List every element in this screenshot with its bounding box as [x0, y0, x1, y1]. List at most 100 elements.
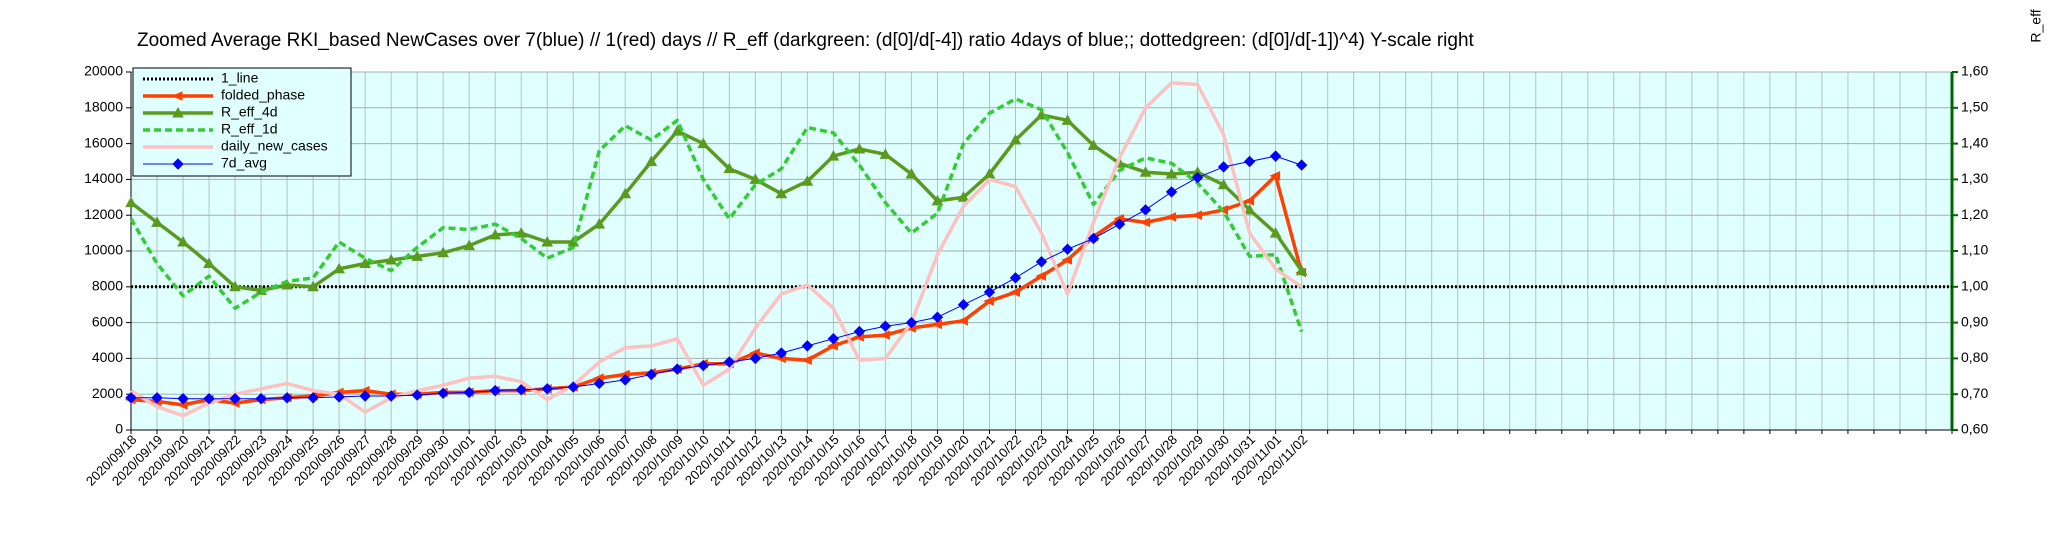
marker — [171, 91, 183, 101]
marker — [1035, 271, 1046, 281]
marker — [1139, 166, 1152, 177]
marker — [1165, 186, 1178, 198]
y2-tick-label: 0,80 — [1961, 349, 1988, 365]
y2-tick-label: 1,20 — [1961, 206, 1988, 222]
marker — [879, 330, 890, 340]
y-tick-label: 0 — [115, 421, 123, 437]
marker — [671, 125, 684, 136]
marker — [723, 162, 736, 174]
marker — [515, 384, 527, 396]
marker — [1243, 203, 1256, 215]
marker — [593, 218, 606, 229]
marker — [723, 356, 736, 368]
marker — [125, 392, 137, 404]
marker — [1113, 218, 1126, 230]
y2-tick-label: 1,60 — [1961, 63, 1988, 79]
marker — [905, 316, 918, 329]
marker — [879, 320, 892, 332]
legend-label: R_eff_1d — [221, 121, 278, 137]
marker — [1009, 133, 1022, 145]
legend: 1_linefolded_phaseR_eff_4dR_eff_1ddaily_… — [132, 67, 352, 177]
marker — [1087, 139, 1100, 150]
y2-tick-label: 1,10 — [1961, 242, 1988, 258]
y-tick-label: 4000 — [92, 349, 123, 365]
marker — [229, 392, 241, 405]
marker — [515, 227, 528, 238]
marker — [1009, 272, 1022, 284]
marker — [1243, 196, 1255, 206]
marker — [411, 389, 423, 401]
marker — [619, 187, 632, 199]
marker — [957, 191, 970, 202]
marker — [853, 325, 866, 338]
marker — [567, 381, 579, 393]
y-tick-label: 8000 — [92, 278, 123, 294]
y-tick-label: 18000 — [84, 99, 123, 115]
marker — [827, 333, 840, 345]
marker — [333, 262, 345, 274]
marker — [931, 311, 944, 323]
y2-tick-label: 1,00 — [1961, 278, 1988, 294]
y2-tick-label: 1,50 — [1961, 99, 1988, 115]
y2-tick-label: 0,60 — [1961, 421, 1988, 437]
marker — [172, 158, 184, 170]
series-line — [131, 155, 1302, 400]
marker — [411, 250, 424, 261]
marker — [172, 106, 184, 118]
marker — [255, 392, 267, 405]
legend-label: folded_phase — [221, 87, 305, 103]
marker — [775, 187, 788, 199]
marker — [1035, 256, 1048, 268]
marker — [125, 196, 137, 208]
marker — [203, 392, 215, 405]
marker — [489, 228, 502, 240]
marker — [1087, 232, 1100, 245]
marker — [801, 175, 814, 186]
marker — [749, 352, 762, 365]
marker — [1139, 217, 1151, 228]
marker — [1061, 255, 1073, 265]
marker — [1165, 168, 1178, 179]
marker — [489, 384, 501, 397]
marker — [1191, 171, 1204, 184]
y-tick-label: 14000 — [84, 170, 123, 186]
marker — [775, 347, 788, 359]
marker — [905, 168, 918, 179]
marker — [463, 386, 475, 399]
chart-title: Zoomed Average RKI_based NewCases over 7… — [137, 30, 1475, 51]
y-tick-label: 10000 — [84, 242, 123, 258]
marker — [1165, 212, 1177, 222]
y2-tick-label: 0,90 — [1961, 313, 1988, 329]
marker — [697, 137, 710, 149]
marker — [463, 239, 476, 251]
marker — [437, 387, 449, 400]
y-tick-label: 16000 — [84, 134, 123, 150]
marker — [1191, 210, 1203, 220]
marker — [801, 355, 812, 365]
marker — [281, 392, 293, 404]
marker — [1269, 150, 1282, 162]
marker — [593, 377, 605, 390]
y2-tick-label: 1,40 — [1961, 134, 1988, 150]
y-tick-label: 12000 — [84, 206, 123, 222]
marker — [827, 150, 840, 161]
marker — [1243, 155, 1256, 168]
marker — [359, 257, 371, 269]
legend-label: 1_line — [221, 70, 259, 86]
marker — [645, 368, 657, 381]
marker — [1139, 204, 1152, 216]
marker — [1061, 243, 1074, 255]
marker — [333, 391, 345, 403]
marker — [1295, 264, 1308, 276]
marker — [151, 216, 163, 227]
y-tick-label: 6000 — [92, 313, 123, 329]
marker — [229, 280, 241, 292]
y-tick-label: 20000 — [84, 63, 123, 79]
legend-label: daily_new_cases — [221, 138, 328, 154]
marker — [645, 155, 658, 166]
marker — [281, 278, 293, 290]
legend-box — [132, 67, 352, 177]
marker — [385, 390, 397, 402]
legend-label: R_eff_4d — [221, 104, 278, 120]
marker — [177, 236, 189, 247]
